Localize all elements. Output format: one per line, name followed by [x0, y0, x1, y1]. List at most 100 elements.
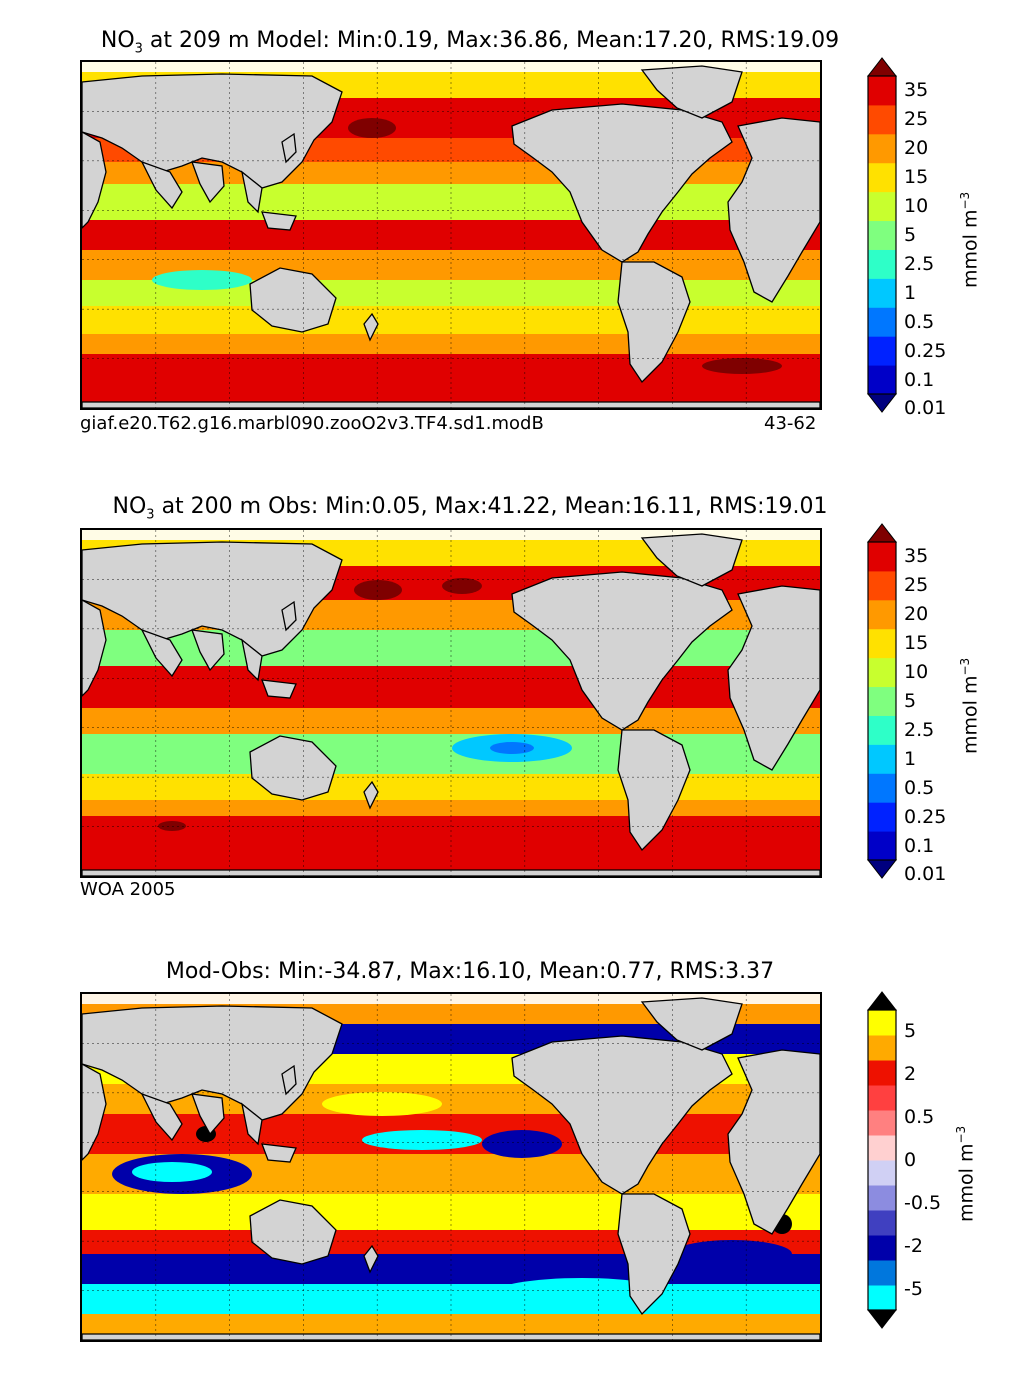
- panel-title: NO3 at 209 m Model: Min:0.19, Max:36.86,…: [100, 28, 840, 57]
- model-map: [80, 60, 822, 410]
- land-mass: [82, 1333, 820, 1340]
- land-mass: [241, 170, 263, 214]
- land-mass: [281, 600, 297, 632]
- contour-blob: [702, 358, 782, 374]
- panel-title: NO3 at 200 m Obs: Min:0.05, Max:41.22, M…: [112, 494, 828, 523]
- colorbar-segment: [868, 133, 896, 164]
- contour-blob: [490, 742, 534, 754]
- contour-blob: [442, 578, 482, 594]
- land-mass: [140, 160, 183, 210]
- colorbar-tick-label: 0: [904, 1149, 917, 1171]
- colorbar-segment: [868, 1185, 896, 1211]
- colorbar-tick-label: 2.5: [904, 718, 935, 741]
- colorbar-tick-label: 20: [904, 603, 929, 626]
- colorbar-tick-label: 0.1: [904, 834, 935, 857]
- colorbar-segment: [868, 715, 896, 745]
- colorbar-tick-label: 0.25: [904, 805, 947, 828]
- contour-blob: [672, 1240, 792, 1268]
- colorbar-segment: [868, 1135, 896, 1161]
- colorbar-tick-label: 15: [904, 166, 929, 189]
- colorbar-tick-label: 10: [904, 661, 929, 684]
- colorbar-segment: [868, 249, 896, 279]
- colorbar-tick-label: 1: [904, 281, 917, 304]
- colorbar-extension-low: [866, 859, 898, 879]
- land-mass: [640, 997, 743, 1051]
- land-mass: [82, 599, 107, 697]
- colorbar: 35 25 20 15 10 5 2.5 1 0.5 0.25 0.1 0.01: [866, 57, 946, 419]
- land-mass: [82, 401, 820, 408]
- colorbar-segment: [868, 1235, 896, 1261]
- contour-blob: [362, 1130, 482, 1150]
- colorbar: 5 2 0.5 0 -0.5 -2 -5: [866, 991, 941, 1329]
- colorbar-tick-label: 25: [904, 574, 929, 597]
- colorbar-segment: [868, 1060, 896, 1086]
- colorbar-segment: [868, 1210, 896, 1236]
- land-mass: [241, 638, 263, 682]
- colorbar-graphic: [866, 57, 898, 413]
- colorbar-segment: [868, 336, 896, 366]
- colorbar-tick-label: 5: [904, 224, 917, 246]
- land-mass: [191, 1093, 225, 1136]
- land-mass: [140, 628, 183, 678]
- contour-blob: [132, 1162, 212, 1182]
- land-mass: [261, 679, 297, 699]
- colorbar-segment: [868, 191, 896, 222]
- contour-blob: [152, 270, 252, 290]
- colorbar-graphic: [866, 991, 898, 1329]
- colorbar-tick-label: 15: [904, 632, 929, 655]
- colorbar-unit-label: mmol m−3: [958, 191, 982, 288]
- colorbar-extension-high: [866, 57, 898, 77]
- colorbar-segment: [868, 773, 896, 803]
- land-mass: [249, 267, 337, 333]
- colorbar-segment: [868, 76, 896, 106]
- colorbar-segment: [868, 1110, 896, 1136]
- land-mass: [363, 1244, 379, 1274]
- colorbar-extension-high: [866, 991, 898, 1011]
- land-mass: [82, 1063, 107, 1161]
- contour-blob: [322, 1092, 442, 1116]
- colorbar-segment: [868, 1085, 896, 1111]
- colorbar-tick-label: -2: [904, 1234, 923, 1257]
- colorbar-segment: [868, 657, 896, 688]
- colorbar-segment: [868, 1260, 896, 1286]
- colorbar-segment: [868, 831, 896, 861]
- land-mass: [281, 1064, 297, 1096]
- colorbar-tick-label: 0.25: [904, 339, 947, 362]
- obs-map: [80, 528, 822, 878]
- colorbar-tick-label: 0.01: [904, 397, 947, 420]
- land-mass: [140, 1092, 183, 1142]
- contour-blob: [354, 580, 402, 600]
- land-mass: [82, 869, 820, 876]
- colorbar-segment: [868, 542, 896, 572]
- colorbar-unit-label: mmol m−3: [958, 657, 982, 754]
- colorbar-tick-label: 20: [904, 137, 929, 160]
- land-mass: [241, 1102, 263, 1146]
- panel-title: Mod-Obs: Min:-34.87, Max:16.10, Mean:0.7…: [165, 959, 775, 984]
- land-mass: [191, 161, 225, 204]
- colorbar-segment: [868, 220, 896, 250]
- colorbar-tick-label: 5: [904, 1020, 917, 1043]
- colorbar-tick-label: -0.5: [904, 1191, 942, 1214]
- colorbar-tick-label: 5: [904, 690, 917, 712]
- colorbar-tick-label: 1: [904, 747, 917, 770]
- colorbar-graphic: [866, 523, 898, 879]
- colorbar-tick-label: -5: [904, 1277, 923, 1300]
- run-name-caption: giaf.e20.T62.g16.marbl090.zooO2v3.TF4.sd…: [80, 413, 544, 434]
- colorbar-tick-label: 35: [904, 545, 929, 568]
- colorbar-tick-label: 25: [904, 108, 929, 131]
- colorbar-tick-label: 10: [904, 195, 929, 218]
- land-mass: [363, 780, 379, 810]
- contour-blob: [348, 118, 396, 138]
- colorbar-tick-label: 0.5: [904, 776, 935, 799]
- colorbar-segment: [868, 628, 896, 659]
- colorbar-tick-label: 0.5: [904, 310, 935, 333]
- colorbar-tick-label: 2.5: [904, 252, 935, 275]
- land-mass: [249, 1199, 337, 1265]
- contour-blob: [482, 1130, 562, 1158]
- colorbar-tick-label: 0.1: [904, 368, 935, 391]
- land-mass: [363, 312, 379, 342]
- difference-map: [80, 992, 822, 1342]
- colorbar-segment: [868, 1035, 896, 1061]
- colorbar-extension-low: [866, 1309, 898, 1329]
- colorbar-tick-label: 35: [904, 79, 929, 102]
